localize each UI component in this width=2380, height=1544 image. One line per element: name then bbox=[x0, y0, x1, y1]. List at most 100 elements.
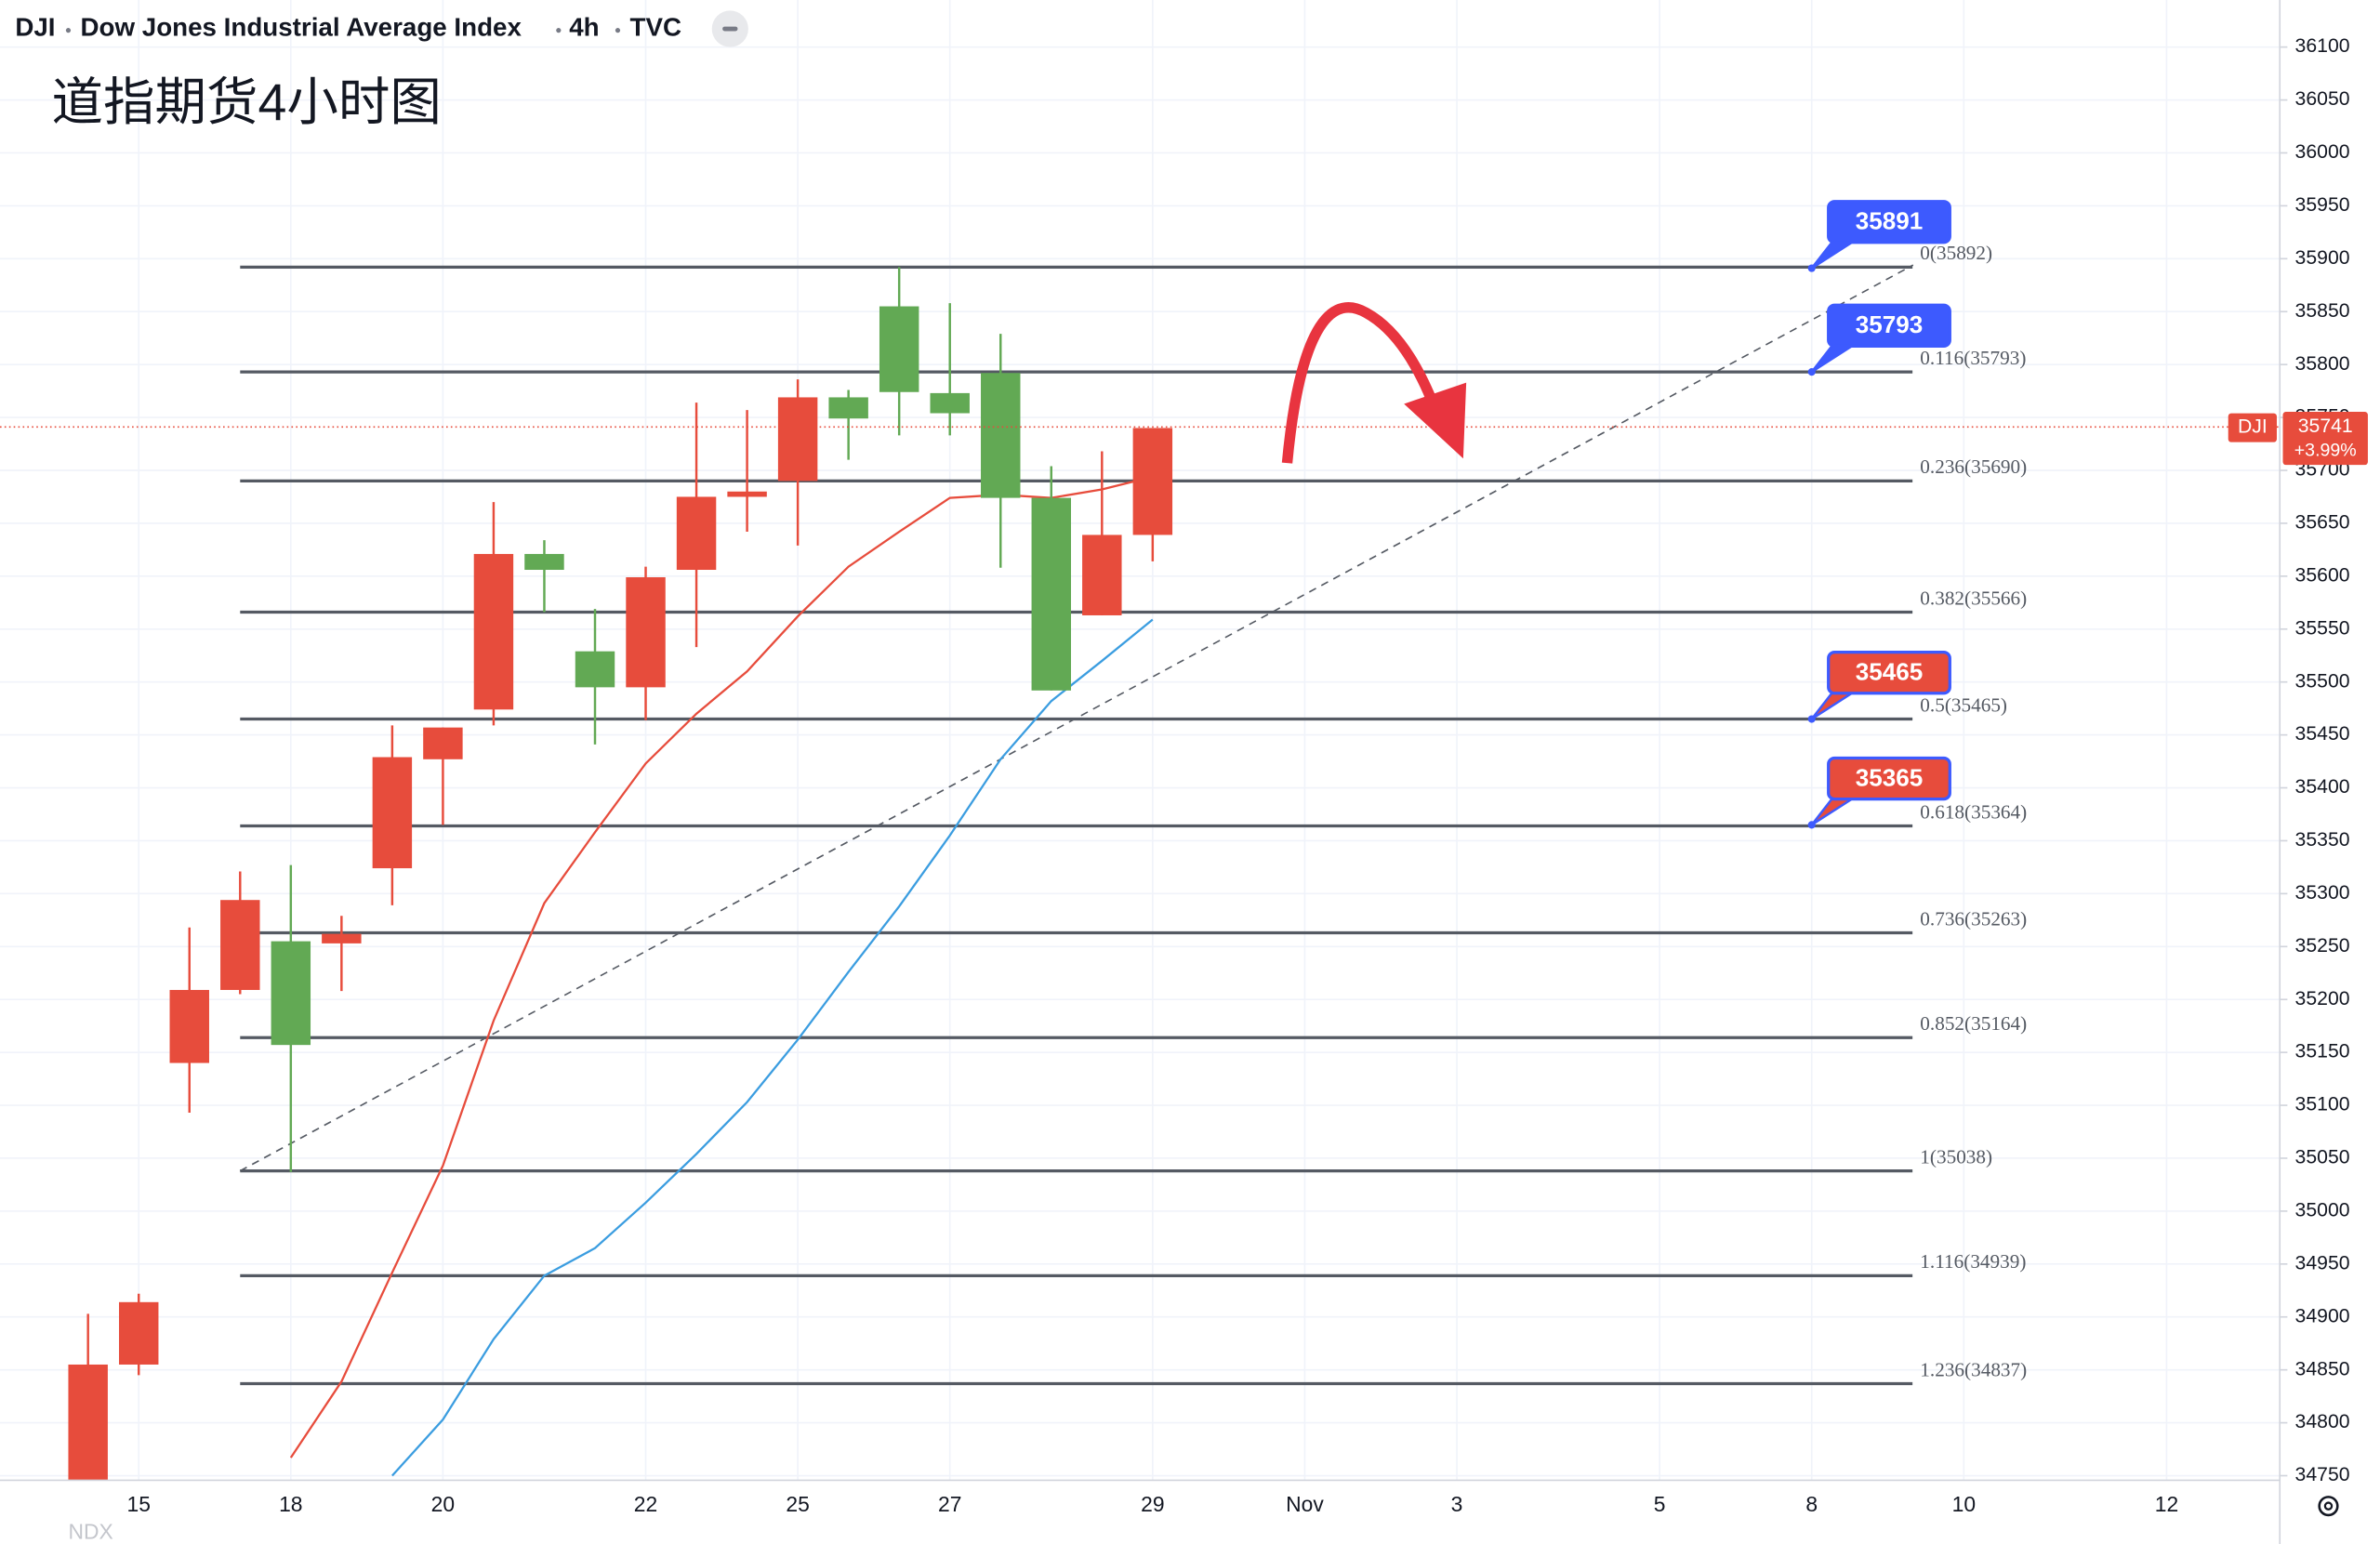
candle-body bbox=[220, 900, 260, 990]
x-tick-label: 8 bbox=[1805, 1492, 1818, 1516]
candle-body bbox=[879, 306, 919, 392]
candle-body bbox=[271, 941, 311, 1046]
y-tick-label: 35800 bbox=[2295, 353, 2350, 375]
arrow-head bbox=[1404, 382, 1467, 459]
y-tick-label: 35300 bbox=[2295, 882, 2350, 904]
y-tick-label: 34800 bbox=[2295, 1411, 2350, 1432]
price-tag bbox=[2282, 411, 2368, 466]
callout-anchor bbox=[1807, 715, 1816, 723]
callout-pointer bbox=[1810, 343, 1858, 374]
candle-body bbox=[322, 933, 362, 944]
candle-body bbox=[828, 397, 868, 419]
y-tick-label: 34850 bbox=[2295, 1358, 2350, 1379]
x-tick-label: 20 bbox=[431, 1492, 455, 1516]
x-tick-label: 18 bbox=[279, 1492, 302, 1516]
candle-body bbox=[777, 397, 818, 482]
y-tick-label: 36100 bbox=[2295, 35, 2350, 57]
candle-body bbox=[575, 651, 615, 688]
x-tick-label: 3 bbox=[1451, 1492, 1463, 1516]
price-tag-value: 35741 bbox=[2298, 416, 2353, 437]
separator bbox=[615, 28, 621, 33]
fib-label: 0(35892) bbox=[1920, 242, 1992, 264]
fib-label: 1(35038) bbox=[1920, 1145, 1992, 1168]
x-tick-label: 27 bbox=[938, 1492, 961, 1516]
y-tick-label: 35850 bbox=[2295, 300, 2350, 322]
candle-body bbox=[473, 553, 514, 710]
overlay-title: 道指期货4小时图 bbox=[52, 73, 442, 131]
callout-label: 35365 bbox=[1856, 763, 1924, 791]
x-tick-label: 5 bbox=[1654, 1492, 1666, 1516]
y-tick-label: 35650 bbox=[2295, 512, 2350, 534]
settings-icon[interactable] bbox=[2318, 1496, 2339, 1517]
fib-label: 0.736(35263) bbox=[1920, 907, 2027, 930]
y-tick-label: 35600 bbox=[2295, 564, 2350, 586]
candle-body bbox=[68, 1364, 108, 1481]
y-tick-label: 35050 bbox=[2295, 1147, 2350, 1168]
moving-average bbox=[289, 475, 1154, 1458]
y-tick-label: 35150 bbox=[2295, 1041, 2350, 1062]
candle-body bbox=[1082, 534, 1122, 615]
candle-body bbox=[372, 757, 413, 869]
symbol-name: Dow Jones Industrial Average Index bbox=[81, 12, 522, 41]
moving-average bbox=[391, 618, 1154, 1477]
y-tick-label: 35550 bbox=[2295, 617, 2350, 639]
callout-anchor bbox=[1807, 264, 1816, 272]
candle-body bbox=[119, 1301, 159, 1365]
y-tick-label: 34750 bbox=[2295, 1464, 2350, 1485]
y-tick-label: 35400 bbox=[2295, 776, 2350, 798]
fib-label: 0.382(35566) bbox=[1920, 587, 2027, 609]
fib-label: 1.236(34837) bbox=[1920, 1358, 2027, 1380]
interval: 4h bbox=[569, 12, 599, 41]
x-tick-label: 22 bbox=[634, 1492, 657, 1516]
gear-hub bbox=[2323, 1501, 2334, 1511]
callout-pointer bbox=[1810, 690, 1858, 720]
fib-label: 0.852(35164) bbox=[1920, 1012, 2027, 1035]
y-tick-label: 35450 bbox=[2295, 723, 2350, 745]
y-tick-label: 35250 bbox=[2295, 935, 2350, 957]
callout-label: 35793 bbox=[1856, 310, 1924, 338]
trend-line bbox=[239, 264, 1914, 1172]
fib-label: 0.618(35364) bbox=[1920, 800, 2027, 823]
callout-box bbox=[1827, 651, 1951, 695]
callout-label: 35465 bbox=[1856, 657, 1924, 685]
y-tick-label: 35350 bbox=[2295, 829, 2350, 851]
candle-body bbox=[626, 576, 666, 688]
separator bbox=[556, 28, 562, 33]
candle-body bbox=[981, 373, 1021, 498]
y-tick-label: 35500 bbox=[2295, 670, 2350, 692]
candle-body bbox=[1031, 497, 1071, 691]
callout-box bbox=[1827, 756, 1951, 801]
exchange: TVC bbox=[630, 12, 681, 41]
collapse-icon bbox=[722, 26, 738, 32]
fib-label: 0.5(35465) bbox=[1920, 693, 2007, 716]
candle-body bbox=[1132, 428, 1173, 535]
x-tick-label: 10 bbox=[1952, 1492, 1976, 1516]
y-tick-label: 35100 bbox=[2295, 1094, 2350, 1115]
arrow bbox=[1281, 302, 1440, 464]
callout-pointer bbox=[1810, 796, 1858, 826]
symbol-tag bbox=[2228, 413, 2277, 442]
price-tag-change: +3.99% bbox=[2294, 441, 2357, 461]
y-tick-label: 35000 bbox=[2295, 1200, 2350, 1221]
candle-body bbox=[727, 491, 767, 497]
gear bbox=[2318, 1496, 2339, 1517]
y-tick-label: 35900 bbox=[2295, 247, 2350, 269]
candle-body bbox=[169, 989, 209, 1063]
candle-body bbox=[524, 553, 564, 571]
y-tick-label: 36050 bbox=[2295, 88, 2350, 110]
callout-pointer bbox=[1810, 239, 1858, 270]
x-tick-label: Nov bbox=[1286, 1492, 1324, 1516]
fib-label: 0.236(35690) bbox=[1920, 455, 2027, 478]
y-tick-label: 34950 bbox=[2295, 1252, 2350, 1273]
x-tick-label: 25 bbox=[786, 1492, 809, 1516]
callout-box bbox=[1827, 200, 1951, 244]
axes: 3475034800348503490034950350003505035100… bbox=[127, 35, 2350, 1516]
fib-label: 0.116(35793) bbox=[1920, 347, 2026, 369]
callout-box bbox=[1827, 303, 1951, 348]
bottom-label: NDX bbox=[68, 1520, 112, 1544]
x-tick-label: 29 bbox=[1141, 1492, 1164, 1516]
y-tick-label: 35200 bbox=[2295, 988, 2350, 1010]
x-tick-label: 15 bbox=[127, 1492, 151, 1516]
x-tick-label: 12 bbox=[2155, 1492, 2178, 1516]
